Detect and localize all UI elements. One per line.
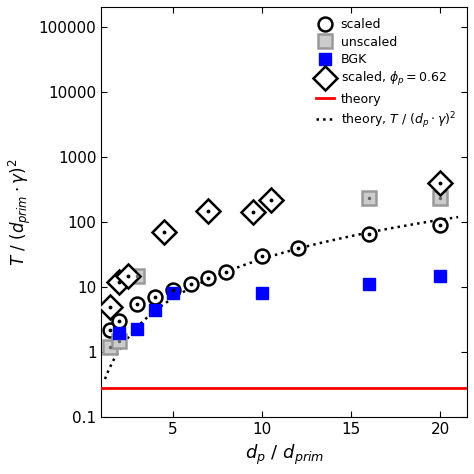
theory, $T \ / \ (d_p \cdot \gamma)^2$: [196, 281, 202, 286]
scaled, $\phi_p = 0.62$: [268, 198, 273, 203]
theory, $T \ / \ (d_p \cdot \gamma)^2$: [438, 217, 443, 223]
Legend: scaled, unscaled, BGK, scaled, $\phi_p = 0.62$, theory, theory, $T \ / \ (d_p \c: scaled, unscaled, BGK, scaled, $\phi_p =…: [310, 13, 461, 136]
scaled: [117, 319, 122, 324]
scaled, $\phi_p = 0.62$: [125, 273, 131, 279]
scaled, $\phi_p = 0.62$: [117, 279, 122, 285]
theory, $T \ / \ (d_p \cdot \gamma)^2$: [102, 376, 108, 382]
scaled: [134, 301, 140, 307]
theory: [81, 385, 86, 391]
BGK: [134, 326, 140, 332]
BGK: [170, 291, 175, 296]
scaled: [223, 269, 229, 275]
scaled: [152, 294, 158, 300]
scaled: [259, 253, 265, 259]
theory, $T \ / \ (d_p \cdot \gamma)^2$: [123, 337, 129, 343]
BGK: [117, 330, 122, 336]
theory: [99, 385, 104, 391]
theory, $T \ / \ (d_p \cdot \gamma)^2$: [168, 297, 173, 302]
scaled, $\phi_p = 0.62$: [108, 304, 113, 310]
theory, $T \ / \ (d_p \cdot \gamma)^2$: [116, 347, 122, 353]
BGK: [152, 307, 158, 312]
scaled, $\phi_p = 0.62$: [161, 229, 167, 235]
unscaled: [108, 344, 113, 350]
Y-axis label: $T \ / \ (d_{prim} \cdot \gamma)^2$: $T \ / \ (d_{prim} \cdot \gamma)^2$: [7, 158, 33, 266]
theory, $T \ / \ (d_p \cdot \gamma)^2$: [456, 214, 461, 220]
scaled: [170, 287, 175, 293]
theory, $T \ / \ (d_p \cdot \gamma)^2$: [425, 219, 431, 225]
Line: BGK: BGK: [113, 269, 447, 339]
X-axis label: $d_p \ / \ d_{prim}$: $d_p \ / \ d_{prim}$: [245, 443, 324, 467]
BGK: [259, 291, 265, 296]
Line: scaled, $\phi_p = 0.62$: scaled, $\phi_p = 0.62$: [102, 174, 448, 315]
unscaled: [134, 273, 140, 279]
scaled: [188, 282, 193, 287]
unscaled: [438, 196, 443, 201]
unscaled: [117, 338, 122, 344]
scaled, $\phi_p = 0.62$: [438, 180, 443, 186]
scaled, $\phi_p = 0.62$: [206, 208, 211, 213]
unscaled: [366, 196, 372, 201]
scaled: [295, 245, 301, 251]
scaled: [366, 231, 372, 237]
scaled: [438, 222, 443, 228]
scaled: [206, 275, 211, 281]
BGK: [438, 273, 443, 279]
scaled, $\phi_p = 0.62$: [250, 210, 256, 215]
BGK: [366, 282, 372, 287]
Line: unscaled: unscaled: [103, 191, 447, 354]
Line: theory, $T \ / \ (d_p \cdot \gamma)^2$: theory, $T \ / \ (d_p \cdot \gamma)^2$: [105, 217, 458, 379]
scaled: [108, 327, 113, 333]
Line: scaled: scaled: [103, 218, 447, 337]
